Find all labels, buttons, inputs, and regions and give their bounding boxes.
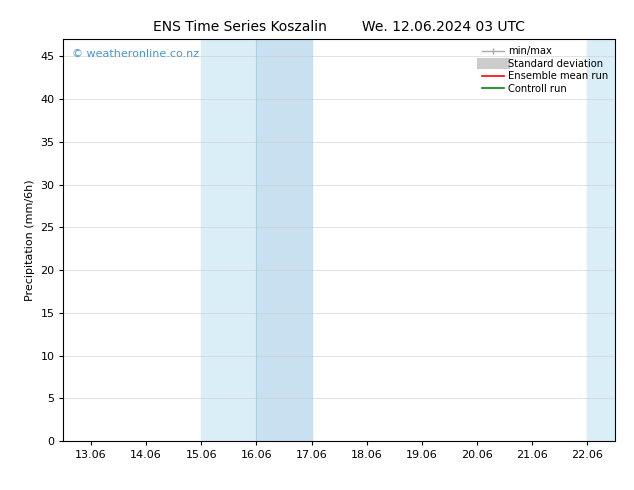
Y-axis label: Precipitation (mm/6h): Precipitation (mm/6h) [25, 179, 35, 301]
Legend: min/max, Standard deviation, Ensemble mean run, Controll run: min/max, Standard deviation, Ensemble me… [480, 44, 610, 96]
Bar [202, 39, 256, 441]
Bar [256, 39, 312, 441]
Title: ENS Time Series Koszalin        We. 12.06.2024 03 UTC: ENS Time Series Koszalin We. 12.06.2024 … [153, 20, 525, 34]
Text: © weatheronline.co.nz: © weatheronline.co.nz [72, 49, 199, 59]
Bar [588, 39, 634, 441]
